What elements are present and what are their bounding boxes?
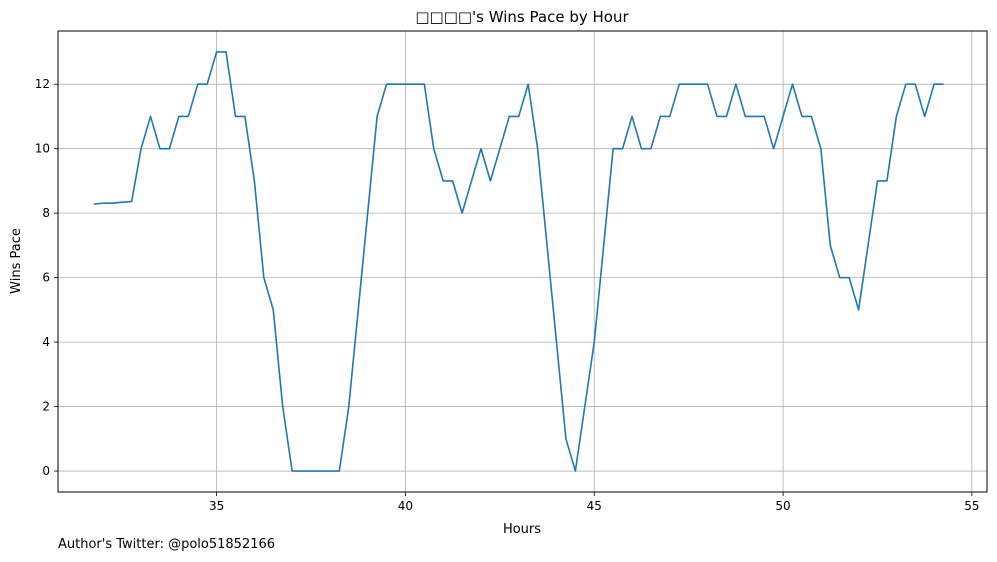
x-tick-label: 50: [775, 499, 790, 513]
x-tick-label: 55: [964, 499, 979, 513]
chart-title: □□□□'s Wins Pace by Hour: [415, 8, 629, 26]
y-tick-label: 2: [42, 400, 50, 414]
x-tick-label: 40: [398, 499, 413, 513]
x-tick-label: 35: [209, 499, 224, 513]
x-axis-label: Hours: [503, 522, 541, 537]
y-tick-label: 4: [42, 335, 50, 349]
y-tick-label: 10: [35, 142, 50, 156]
series-layer: [93, 51, 944, 472]
y-tick-label: 8: [42, 206, 50, 220]
y-tick-label: 0: [42, 464, 50, 478]
author-note: Author's Twitter: @polo51852166: [58, 537, 276, 552]
y-axis-label: Wins Pace: [9, 228, 24, 294]
x-tick-label: 45: [587, 499, 602, 513]
grid: [58, 31, 987, 492]
y-axis: 0 2 4 6 8 10 12: [35, 77, 58, 478]
series-line: [93, 51, 944, 472]
y-tick-label: 6: [42, 271, 50, 285]
x-axis: 35 40 45 50 55: [209, 492, 980, 513]
plot-frame: [57, 30, 988, 493]
y-tick-label: 12: [35, 77, 50, 91]
